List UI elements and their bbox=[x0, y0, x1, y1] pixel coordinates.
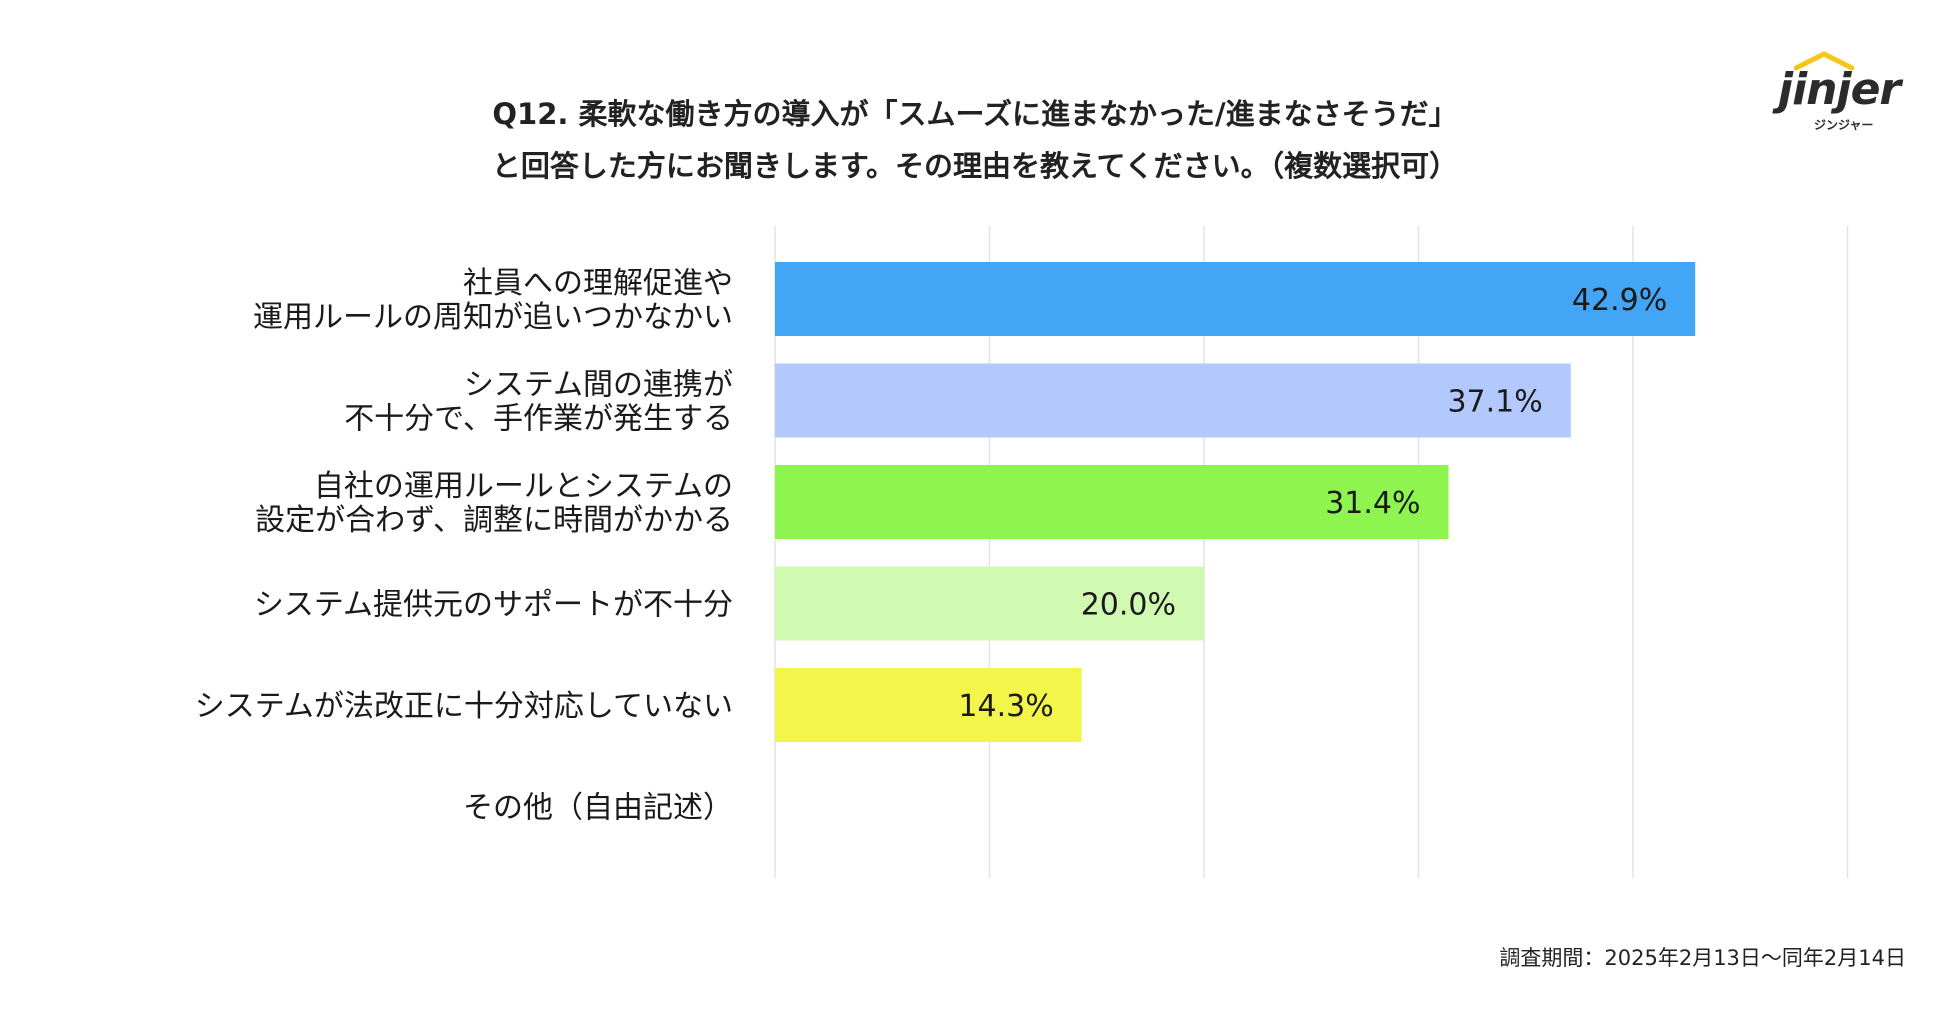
bar-0 bbox=[775, 262, 1696, 336]
category-label-0: 社員への理解促進や運用ルールの周知が追いつかなかい bbox=[253, 266, 733, 335]
category-label-4: システムが法改正に十分対応していない bbox=[195, 689, 733, 724]
logo-wordmark: jinjer bbox=[1778, 64, 1901, 115]
bar-1 bbox=[775, 363, 1571, 438]
bar-value-label-3: 20.0% bbox=[1081, 588, 1176, 623]
bar-2 bbox=[775, 465, 1449, 539]
logo-roof-icon bbox=[1794, 51, 1854, 71]
survey-period: 調査期間：2025年2月13日〜同年2月14日 bbox=[1499, 946, 1906, 970]
bar-4 bbox=[775, 668, 1082, 742]
category-label-5: その他（自由記述） bbox=[463, 791, 733, 826]
category-label-3: システム提供元のサポートが不十分 bbox=[254, 588, 733, 623]
bar-value-label-0: 42.9% bbox=[1572, 283, 1667, 318]
bar-value-label-2: 31.4% bbox=[1325, 486, 1420, 521]
chart-title: Q12. 柔軟な働き方の導入が「スムーズに進まなかった/進まなさそうだ」 と回答… bbox=[0, 88, 1950, 192]
logo-kana: ジンジャー bbox=[1814, 118, 1874, 132]
bar-value-label-4: 14.3% bbox=[958, 689, 1053, 724]
bar-3 bbox=[775, 566, 1204, 641]
title-line-1: Q12. 柔軟な働き方の導入が「スムーズに進まなかった/進まなさそうだ」 bbox=[492, 97, 1458, 131]
category-label-1: システム間の連携が不十分で、手作業が発生する bbox=[344, 368, 733, 437]
jinjer-logo: jinjer ジンジャー bbox=[1776, 50, 1916, 140]
category-label-2: 自社の運用ルールとシステムの設定が合わず、調整に時間がかかる bbox=[255, 469, 733, 538]
title-line-2: と回答した方にお聞きします。その理由を教えてください。（複数選択可） bbox=[491, 149, 1459, 183]
bar-value-label-1: 37.1% bbox=[1447, 385, 1542, 420]
